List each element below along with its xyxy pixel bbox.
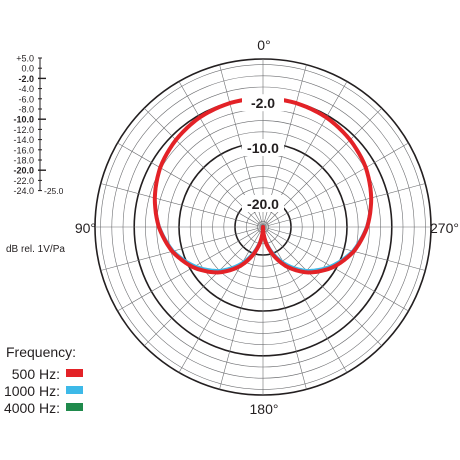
polar-curves <box>152 96 374 275</box>
grid-spoke <box>117 226 264 312</box>
scale-tick-label: +5.0 <box>16 54 34 64</box>
legend-swatch <box>66 369 83 377</box>
db-scale: +5.00.0-2.0-4.0-6.0-8.0-10.0-12.0-14.0-1… <box>13 54 63 197</box>
scale-tick-label: -12.0 <box>13 125 34 135</box>
scale-tick-label: -8.0 <box>18 105 34 115</box>
grid-spoke <box>178 226 264 373</box>
scale-tick-label: 0.0 <box>21 64 34 74</box>
grid-spoke <box>100 183 264 228</box>
scale-tick-label: -25.0 <box>44 186 64 196</box>
angle-label-bottom: 180° <box>250 401 279 417</box>
angle-label-right: 270° <box>430 220 459 236</box>
legend-swatch <box>66 403 83 411</box>
ring-label-bg <box>242 195 284 212</box>
legend-label: 500 Hz: <box>12 366 60 382</box>
ring-label: -10.0 <box>247 140 279 156</box>
ring-label-bg <box>242 94 284 112</box>
series-curve-500hz <box>152 96 374 275</box>
scale-tick-label: -4.0 <box>18 84 34 94</box>
scale-tick-label: -22.0 <box>13 176 34 186</box>
scale-tick-label: -24.0 <box>13 186 34 196</box>
scale-tick-label: -10.0 <box>13 115 34 125</box>
grid-spoke <box>117 142 264 228</box>
grid-spoke <box>262 226 348 373</box>
scale-tick-label: -20.0 <box>13 166 34 176</box>
ring-label-bg <box>242 139 284 156</box>
scale-tick-label: -14.0 <box>13 135 34 145</box>
scale-tick-label: -18.0 <box>13 156 34 166</box>
grid-spoke <box>262 226 426 271</box>
legend-label: 1000 Hz: <box>4 383 60 399</box>
scale-unit-label: dB rel. 1V/Pa <box>6 244 65 255</box>
legend-label: 4000 Hz: <box>4 400 60 416</box>
grid-spoke <box>100 226 264 271</box>
legend-title: Frequency: <box>6 344 76 360</box>
ring-label: -20.0 <box>247 196 279 212</box>
scale-tick-label: -16.0 <box>13 145 34 155</box>
angle-label-top: 0° <box>257 37 270 53</box>
ring-labels: -2.0 -10.0 -20.0 <box>242 94 284 212</box>
ring-label: -2.0 <box>251 95 275 111</box>
legend-swatch <box>66 386 83 394</box>
legend: Frequency: 500 Hz:1000 Hz:4000 Hz: <box>4 344 83 416</box>
grid-spoke <box>262 226 409 312</box>
angle-label-left: 90° <box>75 220 96 236</box>
scale-tick-label: -2.0 <box>18 74 34 84</box>
grid-spoke <box>143 226 264 347</box>
grid-spoke <box>262 142 409 228</box>
grid-spoke <box>262 183 426 228</box>
scale-tick-label: -6.0 <box>18 94 34 104</box>
grid-spoke <box>262 226 383 347</box>
